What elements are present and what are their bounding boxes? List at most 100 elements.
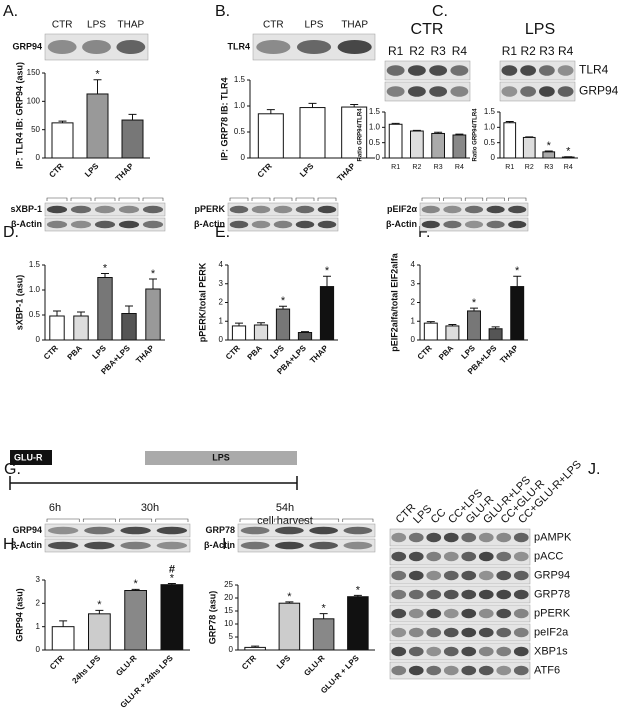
blot-strip bbox=[237, 538, 376, 553]
blot-band bbox=[251, 205, 271, 214]
blot-band bbox=[343, 541, 373, 550]
blot-band bbox=[273, 220, 293, 229]
lane-bracket bbox=[251, 197, 271, 201]
lane-bracket bbox=[239, 518, 271, 522]
blot-band bbox=[443, 589, 459, 600]
blot-band bbox=[501, 65, 518, 76]
blot-band bbox=[118, 205, 140, 214]
y-tick-label: 0.5 bbox=[484, 138, 496, 147]
y-axis-label: GRP78 (asu) bbox=[207, 591, 217, 645]
error-bar bbox=[544, 150, 553, 152]
blot-band bbox=[478, 551, 494, 562]
blot-band bbox=[386, 86, 405, 97]
lane-bracket bbox=[94, 197, 116, 201]
error-bar bbox=[513, 275, 522, 287]
y-tick-label: 5 bbox=[229, 632, 234, 641]
treatment-label: GLU-R bbox=[14, 452, 43, 462]
blot-band bbox=[421, 205, 440, 214]
blot-band bbox=[391, 589, 407, 600]
lane-label: THAP bbox=[117, 20, 144, 31]
bar bbox=[319, 286, 335, 341]
y-tick-label: 1 bbox=[36, 622, 41, 631]
blot-band bbox=[429, 86, 448, 97]
blot-band bbox=[229, 220, 249, 229]
y-tick-label: 0 bbox=[36, 645, 41, 654]
y-tick-label: 25 bbox=[224, 580, 233, 589]
blot-strip bbox=[499, 60, 576, 81]
blot-band bbox=[46, 205, 68, 214]
x-tick-label: GLU-R bbox=[302, 653, 326, 677]
error-bar bbox=[455, 133, 464, 135]
y-tick-label: 0.5 bbox=[29, 310, 41, 319]
blot-strip bbox=[389, 661, 531, 680]
bar bbox=[388, 123, 403, 159]
lane-bracket bbox=[46, 518, 80, 522]
blot-band bbox=[295, 220, 315, 229]
panel-letter: H. bbox=[3, 536, 19, 553]
significance-mark: * bbox=[321, 603, 326, 615]
lane-label: R3 bbox=[430, 44, 446, 58]
blot-band bbox=[478, 608, 494, 619]
y-tick-label: 1 bbox=[219, 316, 224, 325]
blot-band bbox=[464, 205, 484, 214]
lane-bracket bbox=[70, 197, 92, 201]
blot-band bbox=[343, 526, 373, 535]
bar bbox=[299, 107, 326, 159]
panel-letter: E. bbox=[215, 224, 230, 241]
bar bbox=[88, 613, 111, 651]
blot-band bbox=[120, 541, 151, 550]
blot-row-label: β-Actin bbox=[386, 219, 417, 229]
blot-band bbox=[47, 541, 79, 550]
lane-bracket bbox=[508, 197, 527, 201]
x-tick-label: GLU-R bbox=[114, 653, 138, 677]
panel-letter: D. bbox=[3, 224, 19, 241]
lane-bracket bbox=[342, 518, 374, 522]
blot-band bbox=[94, 220, 116, 229]
blot-band bbox=[337, 40, 372, 54]
bar bbox=[452, 134, 467, 159]
blot-row-label: sXBP-1 bbox=[10, 204, 42, 214]
blot-band bbox=[426, 570, 442, 581]
bar bbox=[445, 325, 460, 341]
error-bar bbox=[128, 113, 137, 121]
y-tick-label: 1.0 bbox=[234, 101, 246, 110]
lane-bracket bbox=[119, 518, 153, 522]
bar bbox=[124, 590, 147, 651]
row-label: peIF2a bbox=[534, 626, 569, 638]
blot-band bbox=[501, 86, 518, 97]
blot-band bbox=[443, 220, 462, 229]
blot-band bbox=[513, 646, 529, 657]
bar bbox=[503, 122, 517, 159]
significance-mark: * bbox=[566, 146, 571, 158]
row-label: GRP94 bbox=[534, 569, 570, 581]
blot-band bbox=[443, 665, 459, 676]
y-tick-label: 0 bbox=[411, 335, 416, 344]
blot-band bbox=[539, 86, 555, 97]
bar bbox=[510, 286, 525, 341]
error-bar bbox=[350, 103, 359, 108]
blot-band bbox=[407, 65, 426, 76]
x-tick-label: LPS bbox=[460, 343, 478, 361]
blot-band bbox=[120, 526, 151, 535]
error-bar bbox=[353, 594, 362, 597]
lane-bracket bbox=[46, 197, 68, 201]
lane-bracket bbox=[229, 197, 249, 201]
x-tick-label: THAP bbox=[308, 343, 330, 365]
blot-band bbox=[443, 205, 462, 214]
blot-band bbox=[391, 627, 407, 638]
lane-bracket bbox=[142, 197, 164, 201]
blot-band bbox=[520, 65, 536, 76]
panel-letter: A. bbox=[3, 3, 18, 20]
y-tick-label: 20 bbox=[224, 593, 233, 602]
y-tick-label: 0 bbox=[241, 153, 246, 162]
blot-band bbox=[391, 665, 407, 676]
blot-strip bbox=[44, 538, 191, 553]
significance-mark: * bbox=[151, 268, 156, 280]
significance-mark: * bbox=[472, 297, 477, 309]
error-bar bbox=[308, 102, 317, 108]
significance-mark: * bbox=[170, 572, 175, 584]
time-label: 54h bbox=[276, 502, 294, 514]
blot-band bbox=[461, 627, 477, 638]
blot-band bbox=[557, 86, 574, 97]
